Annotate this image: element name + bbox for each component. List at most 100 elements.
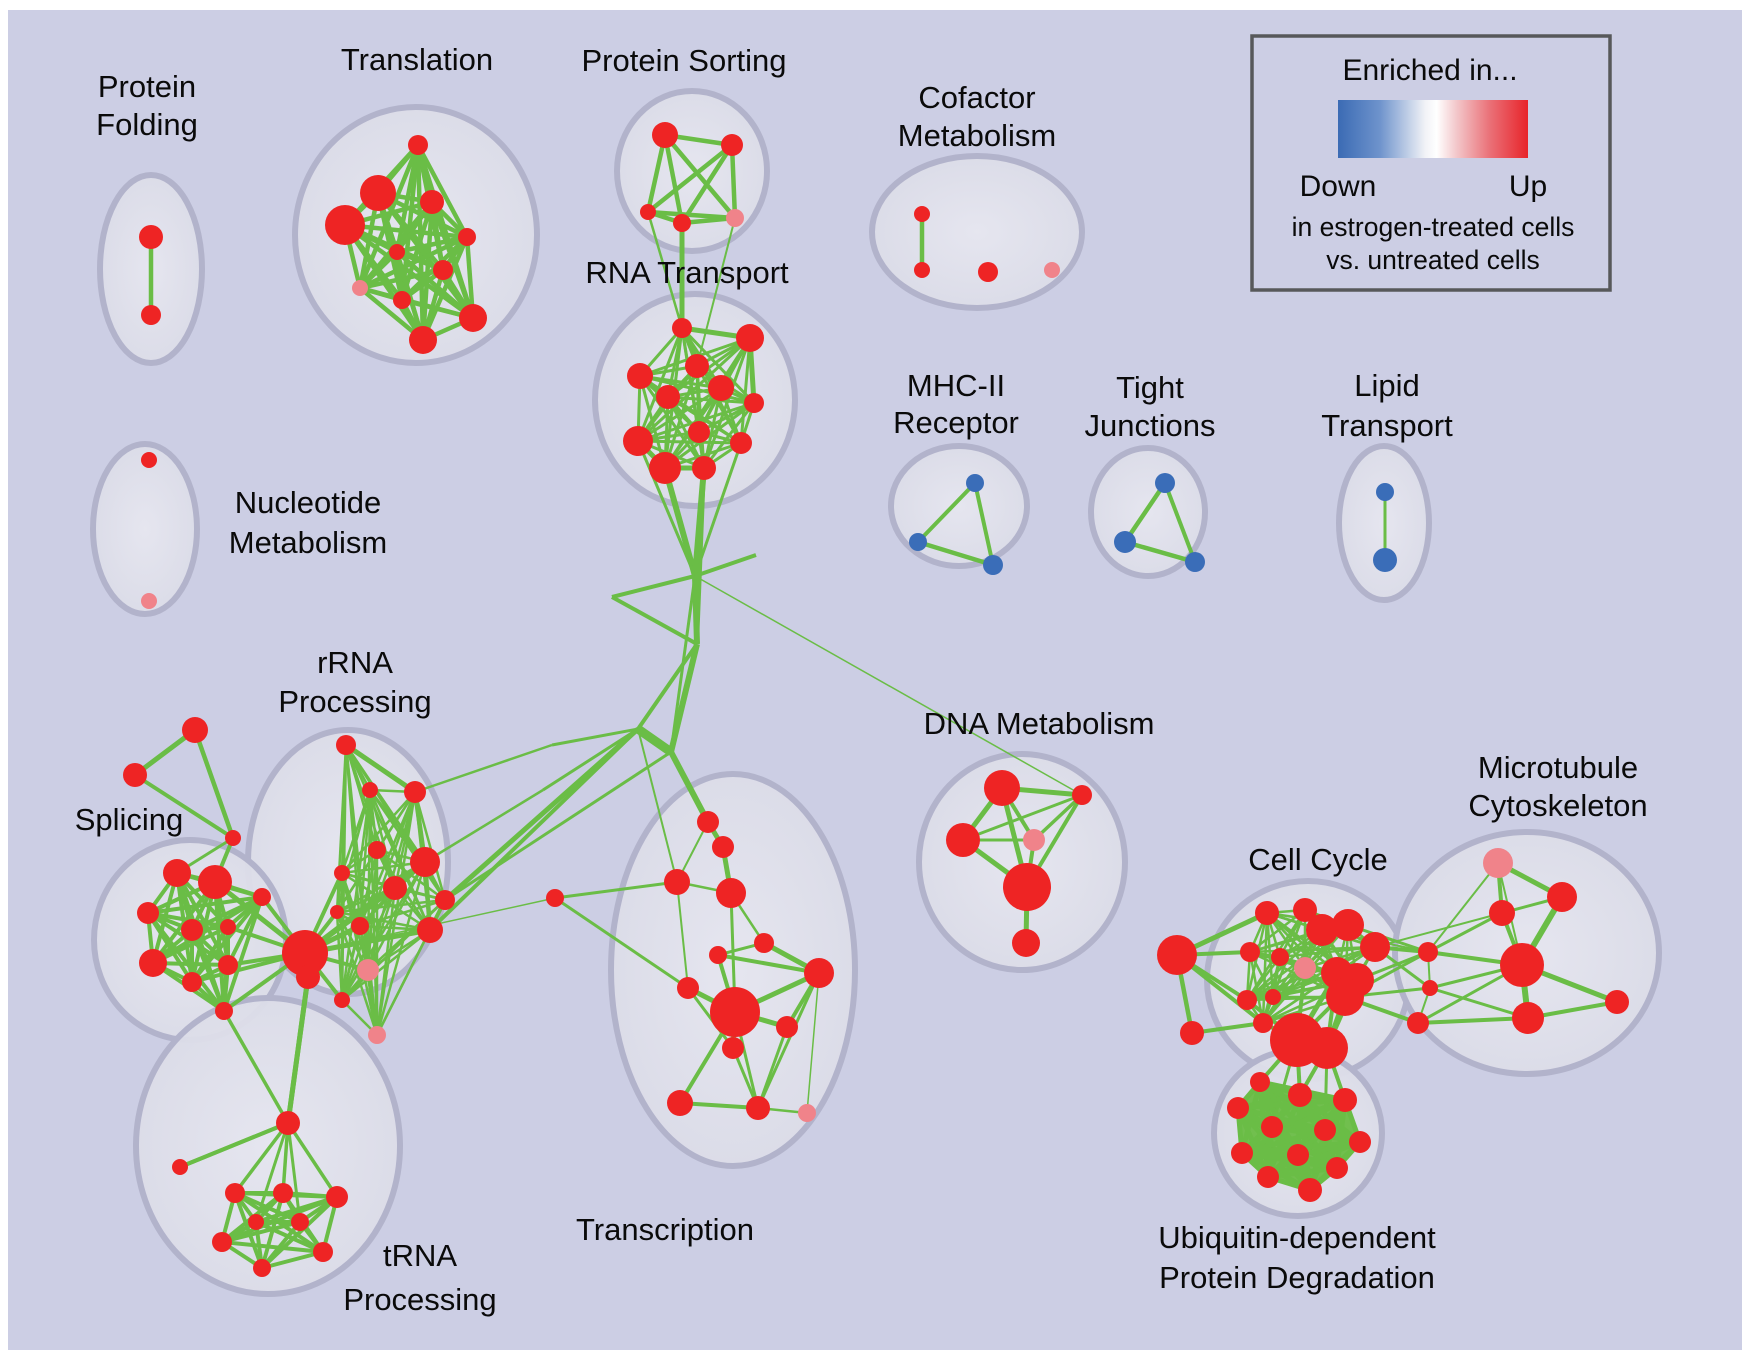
node-transcription-5[interactable] bbox=[754, 933, 774, 953]
node-rna-transport-0[interactable] bbox=[672, 318, 692, 338]
node-dna-metabolism-0[interactable] bbox=[984, 770, 1020, 806]
node-cell-cycle-16[interactable] bbox=[1157, 935, 1197, 975]
node-lipid-transport-1[interactable] bbox=[1373, 548, 1397, 572]
node-splicing-9[interactable] bbox=[215, 1002, 233, 1020]
node-ubiquitin-11[interactable] bbox=[1298, 1178, 1322, 1202]
node-protein-folding-0[interactable] bbox=[139, 225, 163, 249]
node-cofactor-metabolism-3[interactable] bbox=[1044, 262, 1060, 278]
node-cell-cycle-20[interactable] bbox=[1407, 1012, 1429, 1034]
node-translation-7[interactable] bbox=[352, 280, 368, 296]
node-transcription-14[interactable] bbox=[798, 1104, 816, 1122]
node-trna-processing-1[interactable] bbox=[273, 1183, 293, 1203]
node-translation-5[interactable] bbox=[389, 244, 405, 260]
node-ubiquitin-3[interactable] bbox=[1227, 1097, 1249, 1119]
node-ubiquitin-9[interactable] bbox=[1326, 1157, 1348, 1179]
node-rrna-processing-10[interactable] bbox=[334, 992, 350, 1008]
node-transcription-8[interactable] bbox=[677, 977, 699, 999]
node-dna-metabolism-5[interactable] bbox=[1012, 929, 1040, 957]
node-rrna-processing-11[interactable] bbox=[368, 1026, 386, 1044]
node-protein-sorting-3[interactable] bbox=[673, 214, 691, 232]
node-cell-cycle-3[interactable] bbox=[1332, 909, 1364, 941]
node-protein-sorting-2[interactable] bbox=[640, 204, 656, 220]
node-tight-junctions-0[interactable] bbox=[1155, 473, 1175, 493]
node-cell-cycle-13[interactable] bbox=[1326, 978, 1364, 1016]
node-tight-junctions-1[interactable] bbox=[1114, 531, 1136, 553]
node-transcription-7[interactable] bbox=[804, 958, 834, 988]
node-splicing-0[interactable] bbox=[163, 859, 191, 887]
node-splicing-4[interactable] bbox=[220, 919, 236, 935]
node-tight-junctions-2[interactable] bbox=[1185, 552, 1205, 572]
node-rna-transport-10[interactable] bbox=[649, 452, 681, 484]
node-ubiquitin-7[interactable] bbox=[1231, 1142, 1253, 1164]
node-nucleotide-metabolism-0[interactable] bbox=[141, 452, 157, 468]
node-microtubule-cytoskeleton-0[interactable] bbox=[1483, 848, 1513, 878]
node-lipid-transport-0[interactable] bbox=[1376, 483, 1394, 501]
node-rna-transport-2[interactable] bbox=[627, 363, 653, 389]
node-microtubule-cytoskeleton-1[interactable] bbox=[1547, 882, 1577, 912]
node-translation-1[interactable] bbox=[360, 175, 396, 211]
node-splicing-5[interactable] bbox=[253, 888, 271, 906]
node-core-hub-6[interactable] bbox=[172, 1159, 188, 1175]
node-mhc-ii-receptor-2[interactable] bbox=[983, 555, 1003, 575]
node-core-hub-1[interactable] bbox=[296, 965, 320, 989]
node-translation-3[interactable] bbox=[420, 190, 444, 214]
node-ubiquitin-5[interactable] bbox=[1314, 1119, 1336, 1141]
node-cell-cycle-2[interactable] bbox=[1306, 914, 1338, 946]
node-trna-processing-2[interactable] bbox=[326, 1186, 348, 1208]
node-splicing-3[interactable] bbox=[181, 919, 203, 941]
node-ubiquitin-2[interactable] bbox=[1333, 1088, 1357, 1112]
node-transcription-9[interactable] bbox=[710, 987, 760, 1037]
node-rna-transport-11[interactable] bbox=[692, 456, 716, 480]
node-rrna-processing-1[interactable] bbox=[362, 782, 378, 798]
node-core-hub-2[interactable] bbox=[225, 830, 241, 846]
node-transcription-3[interactable] bbox=[716, 878, 746, 908]
node-trna-processing-7[interactable] bbox=[248, 1214, 264, 1230]
node-rrna-processing-0[interactable] bbox=[336, 735, 356, 755]
node-translation-10[interactable] bbox=[409, 326, 437, 354]
node-transcription-6[interactable] bbox=[709, 946, 727, 964]
node-cofactor-metabolism-2[interactable] bbox=[978, 262, 998, 282]
node-rna-transport-7[interactable] bbox=[623, 426, 653, 456]
node-cell-cycle-6[interactable] bbox=[1271, 948, 1289, 966]
node-trna-processing-4[interactable] bbox=[253, 1259, 271, 1277]
node-cofactor-metabolism-0[interactable] bbox=[914, 206, 930, 222]
node-ubiquitin-1[interactable] bbox=[1288, 1083, 1312, 1107]
node-cell-cycle-18[interactable] bbox=[1418, 942, 1438, 962]
node-splicing-1[interactable] bbox=[198, 865, 232, 899]
node-rrna-processing-7[interactable] bbox=[330, 905, 344, 919]
node-rrna-processing-9[interactable] bbox=[357, 959, 379, 981]
node-rrna-processing-2[interactable] bbox=[404, 781, 426, 803]
node-rna-transport-9[interactable] bbox=[730, 432, 752, 454]
node-rrna-processing-6[interactable] bbox=[383, 876, 407, 900]
node-ubiquitin-10[interactable] bbox=[1257, 1166, 1279, 1188]
node-translation-6[interactable] bbox=[433, 260, 453, 280]
node-dna-metabolism-3[interactable] bbox=[1023, 829, 1045, 851]
node-cell-cycle-5[interactable] bbox=[1240, 942, 1260, 962]
node-cell-cycle-19[interactable] bbox=[1422, 980, 1438, 996]
node-dna-metabolism-2[interactable] bbox=[946, 823, 980, 857]
node-cell-cycle-10[interactable] bbox=[1237, 990, 1257, 1010]
node-rrna-processing-13[interactable] bbox=[435, 890, 455, 910]
node-protein-folding-1[interactable] bbox=[141, 305, 161, 325]
node-splicing-2[interactable] bbox=[137, 902, 159, 924]
node-dna-metabolism-4[interactable] bbox=[1003, 863, 1051, 911]
node-transcription-11[interactable] bbox=[722, 1037, 744, 1059]
node-rna-transport-6[interactable] bbox=[744, 393, 764, 413]
node-rna-transport-5[interactable] bbox=[656, 385, 680, 409]
node-trna-processing-5[interactable] bbox=[313, 1242, 333, 1262]
node-rrna-processing-3[interactable] bbox=[368, 841, 386, 859]
node-translation-4[interactable] bbox=[458, 228, 476, 246]
node-cell-cycle-12[interactable] bbox=[1253, 1013, 1273, 1033]
node-splicing-7[interactable] bbox=[182, 972, 202, 992]
node-rna-transport-1[interactable] bbox=[736, 324, 764, 352]
node-rrna-processing-8[interactable] bbox=[351, 917, 369, 935]
node-cell-cycle-0[interactable] bbox=[1255, 901, 1279, 925]
node-mhc-ii-receptor-0[interactable] bbox=[966, 474, 984, 492]
node-translation-2[interactable] bbox=[325, 205, 365, 245]
node-microtubule-cytoskeleton-5[interactable] bbox=[1512, 1002, 1544, 1034]
node-protein-sorting-1[interactable] bbox=[721, 134, 743, 156]
node-translation-0[interactable] bbox=[408, 135, 428, 155]
node-cell-cycle-17[interactable] bbox=[1180, 1021, 1204, 1045]
node-cofactor-metabolism-1[interactable] bbox=[914, 262, 930, 278]
node-nucleotide-metabolism-1[interactable] bbox=[141, 593, 157, 609]
